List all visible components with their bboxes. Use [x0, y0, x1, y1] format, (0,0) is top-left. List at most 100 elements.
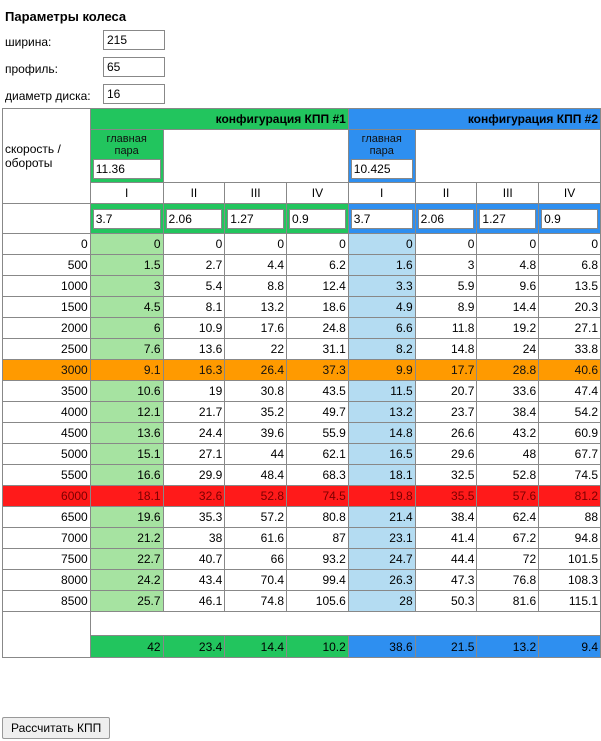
speed-cell: 68.3 [286, 464, 349, 486]
table-row: 6500 19.6 35.3 57.2 80.8 21.4 38.4 62.4 88 [2, 506, 601, 528]
speed-cell: 3.3 [347, 275, 416, 297]
gear-ratio-cfg1-1-input[interactable] [92, 208, 161, 229]
speed-cell: 20.3 [538, 296, 601, 318]
speed-cell: 62.1 [286, 443, 349, 465]
speed-cell: 41.4 [414, 527, 478, 549]
main-pair1-input[interactable] [92, 159, 161, 179]
gear-label-cfg1-4: IV [286, 182, 349, 204]
speed-cell: 4.8 [476, 254, 540, 276]
speed-cell: 115.1 [538, 590, 601, 612]
gear-ratio-cfg2-1-input[interactable] [350, 208, 413, 229]
speed-cell: 6.6 [347, 317, 416, 339]
speed-cell: 16.3 [162, 359, 226, 381]
speed-cell: 57.6 [476, 485, 540, 507]
speed-cell: 19.2 [476, 317, 540, 339]
speed-cell: 17.6 [224, 317, 288, 339]
speed-cell: 14.8 [414, 338, 478, 360]
speed-cell: 46.1 [162, 590, 226, 612]
rpm-cell: 8000 [2, 569, 91, 591]
disc-diameter-label: диаметр диска: [5, 89, 91, 103]
total-cell: 13.2 [476, 635, 540, 658]
table-row: 4000 12.1 21.7 35.2 49.7 13.2 23.7 38.4 54.2 [2, 401, 601, 423]
speed-cell: 31.1 [286, 338, 349, 360]
speed-cell: 28.8 [476, 359, 540, 381]
rpm-cell: 1500 [2, 296, 91, 318]
speed-cell: 29.6 [414, 443, 478, 465]
table-row: 3500 10.6 19 30.8 43.5 11.5 20.7 33.6 47.4 [2, 380, 601, 402]
speed-cell: 47.3 [414, 569, 478, 591]
speed-cell: 19 [162, 380, 226, 402]
speed-cell: 10.6 [89, 380, 164, 402]
speed-cell: 87 [286, 527, 349, 549]
speed-cell: 81.2 [538, 485, 601, 507]
speed-cell: 55.9 [286, 422, 349, 444]
rpm-cell: 6500 [2, 506, 91, 528]
main-pair2-input[interactable] [350, 159, 413, 179]
speed-cell: 38.4 [414, 506, 478, 528]
rpm-cell: 0 [2, 233, 91, 255]
speed-cell: 6 [89, 317, 164, 339]
speed-cell: 99.4 [286, 569, 349, 591]
speed-cell: 48 [476, 443, 540, 465]
width-input[interactable] [103, 30, 165, 50]
table-row: 1500 4.5 8.1 13.2 18.6 4.9 8.9 14.4 20.3 [2, 296, 601, 318]
speed-cell: 101.5 [538, 548, 601, 570]
gear-ratio-cfg1-3-input[interactable] [227, 208, 285, 229]
disc-diameter-input[interactable] [103, 84, 165, 104]
speed-cell: 66 [224, 548, 288, 570]
speed-cell: 1.5 [89, 254, 164, 276]
speed-cell: 14.8 [347, 422, 416, 444]
speed-cell: 13.5 [538, 275, 601, 297]
rpm-cell: 6000 [2, 485, 91, 507]
speed-cell: 16.6 [89, 464, 164, 486]
calculate-gearbox-button[interactable]: Рассчитать КПП [2, 717, 111, 739]
speed-cell: 54.2 [538, 401, 601, 423]
gear-ratio-cfg2-3-input[interactable] [479, 208, 537, 229]
speed-cell: 50.3 [414, 590, 478, 612]
speed-cell: 44 [224, 443, 288, 465]
rpm-cell: 3500 [2, 380, 91, 402]
profile-input[interactable] [103, 57, 165, 77]
speed-cell: 72 [476, 548, 540, 570]
gear-label-cfg2-1: I [347, 182, 416, 204]
speed-cell: 6.2 [286, 254, 349, 276]
gear-ratio-cfg2-4-input[interactable] [541, 208, 598, 229]
speed-cell: 6.8 [538, 254, 601, 276]
speed-cell: 35.3 [162, 506, 226, 528]
speed-cell: 40.7 [162, 548, 226, 570]
speed-cell: 24.8 [286, 317, 349, 339]
table-row: 5500 16.6 29.9 48.4 68.3 18.1 32.5 52.8 74.5 [2, 464, 601, 486]
speed-cell: 0 [538, 233, 601, 255]
rpm-cell: 4500 [2, 422, 91, 444]
speed-cell: 19.6 [89, 506, 164, 528]
speed-cell: 74.5 [286, 485, 349, 507]
speed-cell: 26.3 [347, 569, 416, 591]
speed-cell: 108.3 [538, 569, 601, 591]
speed-cell: 35.2 [224, 401, 288, 423]
rpm-cell: 500 [2, 254, 91, 276]
gear-ratio-cfg1-2-input[interactable] [165, 208, 223, 229]
speed-cell: 43.4 [162, 569, 226, 591]
total-cell: 9.4 [538, 635, 601, 658]
speed-cell: 93.2 [286, 548, 349, 570]
speed-cell: 94.8 [538, 527, 601, 549]
speed-cell: 80.8 [286, 506, 349, 528]
speed-cell: 1.6 [347, 254, 416, 276]
config2-header: конфигурация КПП #2 [347, 108, 601, 130]
gear-label-cfg1-1: I [89, 182, 164, 204]
speed-cell: 49.7 [286, 401, 349, 423]
speed-cell: 9.1 [89, 359, 164, 381]
table-row: 2000 6 10.9 17.6 24.8 6.6 11.8 19.2 27.1 [2, 317, 601, 339]
speed-cell: 3 [89, 275, 164, 297]
speed-cell: 38.4 [476, 401, 540, 423]
speed-cell: 0 [286, 233, 349, 255]
speed-cell: 47.4 [538, 380, 601, 402]
speed-cell: 74.8 [224, 590, 288, 612]
totals-row: 42 23.4 14.4 10.2 38.6 21.5 13.2 9.4 [3, 635, 601, 658]
gear-ratio-cfg1-4-input[interactable] [289, 208, 346, 229]
speed-cell: 13.6 [89, 422, 164, 444]
gear-ratio-cfg2-2-input[interactable] [417, 208, 475, 229]
speed-cell: 35.5 [414, 485, 478, 507]
speed-cell: 0 [224, 233, 288, 255]
